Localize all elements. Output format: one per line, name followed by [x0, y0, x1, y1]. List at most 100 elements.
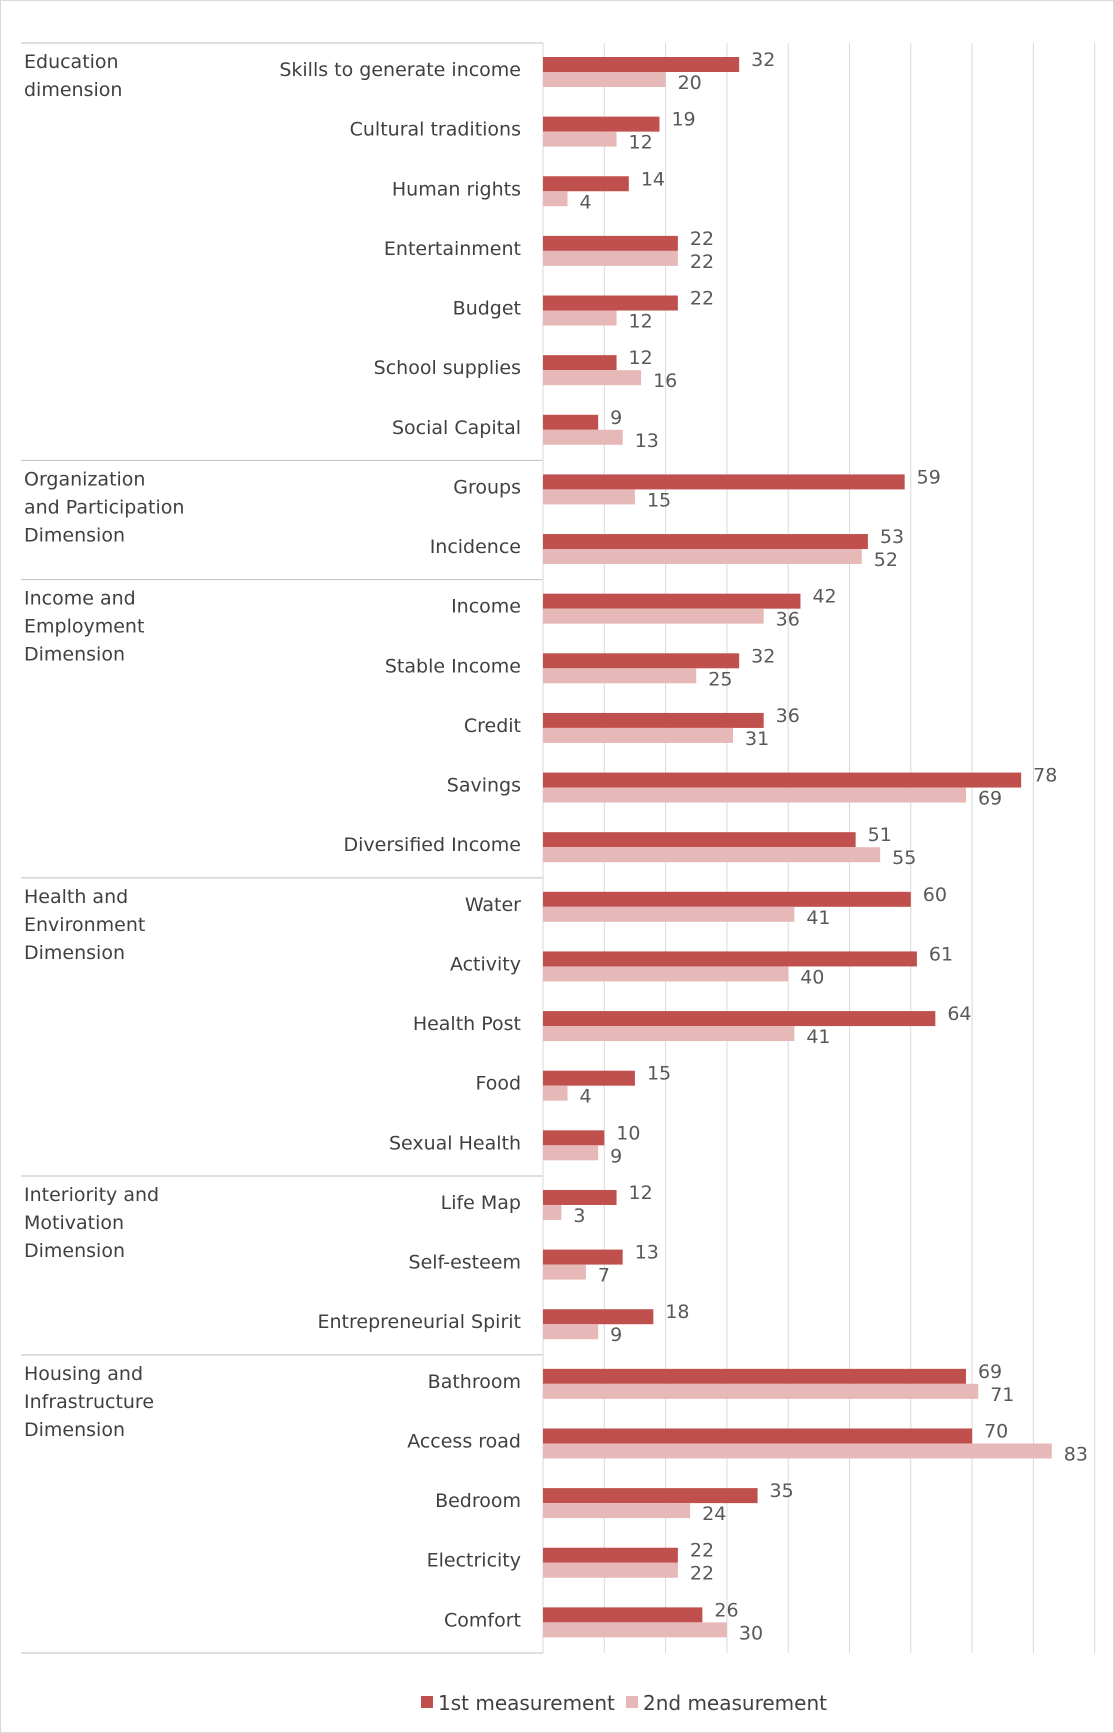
dimension-separators	[21, 42, 543, 1356]
dimension-label-5-line-1: Infrastructure	[24, 1391, 154, 1413]
category-label: Human rights	[392, 178, 521, 200]
bar-2nd-measurement	[543, 1085, 568, 1101]
data-label-1st-measurement: 78	[1033, 765, 1057, 787]
data-label-2nd-measurement: 40	[800, 966, 824, 988]
bar-2nd-measurement	[543, 489, 635, 505]
data-label-2nd-measurement: 22	[690, 1563, 714, 1585]
category-label: Bathroom	[428, 1371, 521, 1393]
legend-label-2nd: 2nd measurement	[643, 1691, 827, 1715]
dimension-label-3-line-0: Health and	[24, 886, 128, 908]
bar-2nd-measurement	[543, 847, 881, 863]
data-label-2nd-measurement: 12	[629, 132, 653, 154]
category-label: Sexual Health	[389, 1132, 521, 1154]
category-label: Income	[451, 596, 521, 618]
bar-2nd-measurement	[543, 1562, 678, 1578]
data-label-2nd-measurement: 83	[1064, 1443, 1088, 1465]
bar-2nd-measurement	[543, 608, 764, 624]
category-label: Bedroom	[435, 1490, 521, 1512]
data-label-1st-measurement: 13	[635, 1242, 659, 1264]
bar-1st-measurement	[543, 116, 660, 132]
data-label-2nd-measurement: 71	[990, 1384, 1014, 1406]
data-label-1st-measurement: 15	[647, 1063, 671, 1085]
dimension-label-5-line-2: Dimension	[24, 1419, 125, 1441]
bar-1st-measurement	[543, 355, 617, 371]
bar-1st-measurement	[543, 712, 764, 728]
bar-1st-measurement	[543, 534, 868, 550]
category-label: Self-esteem	[409, 1252, 521, 1274]
dimension-label-1-line-2: Dimension	[24, 524, 125, 546]
bars	[543, 57, 1052, 1638]
category-labels: Skills to generate income Cultural tradit…	[279, 59, 521, 1631]
data-label-1st-measurement: 60	[923, 884, 947, 906]
category-label: Stable Income	[385, 655, 521, 677]
data-label-2nd-measurement: 3	[573, 1205, 585, 1227]
data-label-1st-measurement: 51	[868, 824, 892, 846]
data-label-2nd-measurement: 7	[598, 1265, 610, 1287]
data-label-2nd-measurement: 41	[806, 907, 830, 929]
data-label-1st-measurement: 19	[671, 109, 695, 131]
category-label: School supplies	[374, 357, 521, 379]
data-label-2nd-measurement: 20	[678, 72, 702, 94]
dimension-label-1-line-0: Organization	[24, 468, 145, 490]
category-label: Diversified Income	[343, 834, 521, 856]
data-label-2nd-measurement: 25	[708, 668, 732, 690]
bar-1st-measurement	[543, 1189, 617, 1205]
bar-1st-measurement	[543, 1488, 758, 1504]
data-label-2nd-measurement: 36	[776, 609, 800, 631]
data-label-1st-measurement: 14	[641, 168, 665, 190]
data-labels: 3220191214422222212121691359155352423632…	[573, 49, 1088, 1644]
dimension-label-1-line-1: and Participation	[24, 496, 184, 518]
data-label-2nd-measurement: 4	[580, 1086, 592, 1108]
data-label-1st-measurement: 9	[610, 407, 622, 429]
dimension-labels: Education dimension Organization and Partic…	[24, 51, 184, 1441]
bar-2nd-measurement	[543, 191, 568, 207]
bar-1st-measurement	[543, 295, 678, 311]
category-label: Skills to generate income	[279, 59, 521, 81]
bar-1st-measurement	[543, 1070, 635, 1086]
bar-1st-measurement	[543, 1309, 654, 1325]
category-label: Activity	[450, 953, 521, 975]
category-label: Food	[475, 1073, 521, 1095]
bar-1st-measurement	[543, 891, 911, 907]
bar-1st-measurement	[543, 57, 740, 72]
data-label-2nd-measurement: 22	[690, 251, 714, 273]
bar-2nd-measurement	[543, 250, 678, 266]
category-label: Life Map	[441, 1192, 521, 1214]
bar-1st-measurement	[543, 474, 905, 490]
category-label: Entrepreneurial Spirit	[318, 1311, 522, 1333]
bar-2nd-measurement	[543, 131, 617, 147]
legend-label-1st: 1st measurement	[438, 1691, 615, 1715]
bar-2nd-measurement	[543, 549, 862, 565]
bar-2nd-measurement	[543, 1145, 599, 1161]
data-label-2nd-measurement: 13	[635, 430, 659, 452]
bar-2nd-measurement	[543, 72, 666, 87]
bar-2nd-measurement	[543, 1503, 691, 1519]
data-label-2nd-measurement: 69	[978, 788, 1002, 810]
data-label-1st-measurement: 36	[776, 705, 800, 727]
dimension-label-4-line-0: Interiority and	[24, 1184, 159, 1206]
data-label-2nd-measurement: 24	[702, 1503, 726, 1525]
data-label-1st-measurement: 35	[770, 1480, 794, 1502]
dimension-label-4-line-2: Dimension	[24, 1240, 125, 1262]
category-label: Comfort	[444, 1609, 521, 1631]
bar-1st-measurement	[543, 653, 740, 669]
bar-2nd-measurement	[543, 1443, 1052, 1459]
data-label-2nd-measurement: 55	[892, 847, 916, 869]
bar-1st-measurement	[543, 235, 678, 251]
bar-1st-measurement	[543, 1428, 973, 1444]
bar-1st-measurement	[543, 772, 1022, 788]
data-label-1st-measurement: 26	[714, 1599, 738, 1621]
bar-1st-measurement	[543, 593, 801, 609]
data-label-1st-measurement: 32	[751, 645, 775, 667]
category-label: Entertainment	[384, 238, 521, 260]
category-label: Access road	[407, 1430, 521, 1452]
bar-2nd-measurement	[543, 966, 789, 982]
data-label-2nd-measurement: 30	[739, 1622, 763, 1644]
bar-1st-measurement	[543, 1011, 936, 1027]
bar-1st-measurement	[543, 832, 856, 848]
bar-2nd-measurement	[543, 727, 734, 743]
data-label-1st-measurement: 61	[929, 943, 953, 965]
bar-2nd-measurement	[543, 906, 795, 922]
